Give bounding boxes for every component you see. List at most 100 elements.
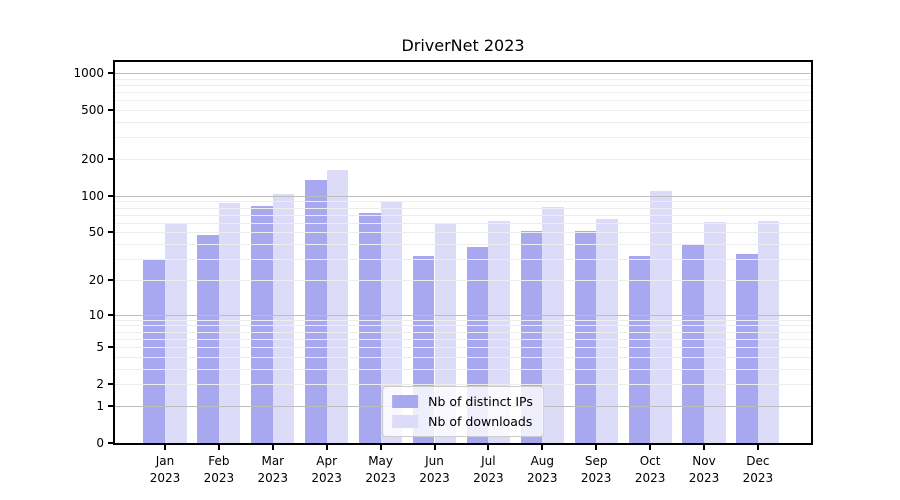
y-tick-label: 2 [96, 377, 104, 392]
x-tick [703, 445, 705, 450]
y-tick [108, 346, 113, 348]
legend-item-distinct-ips: Nb of distinct IPs [392, 394, 533, 409]
y-tick-label: 20 [88, 272, 104, 287]
major-gridline [115, 195, 811, 197]
minor-gridline [115, 109, 811, 111]
minor-gridline [115, 384, 811, 386]
y-tick-label: 50 [88, 225, 104, 240]
bar-distinct-ips-may [359, 213, 381, 443]
bar-distinct-ips-mar [251, 205, 273, 443]
bar-distinct-ips-apr [305, 179, 327, 443]
x-tick [756, 445, 759, 450]
minor-gridline [115, 356, 811, 358]
plot-area: Nb of distinct IPs Nb of downloads [113, 60, 813, 445]
x-tick-label: Aug 2023 [527, 454, 558, 485]
bar-distinct-ips-oct [628, 255, 651, 443]
x-tick-label: Nov 2023 [688, 454, 720, 485]
y-tick [108, 383, 113, 386]
y-tick [108, 157, 113, 160]
bar-downloads-oct [650, 190, 672, 443]
minor-gridline [115, 244, 811, 245]
x-tick-label: Dec 2023 [742, 454, 774, 485]
minor-gridline [115, 259, 811, 260]
minor-gridline [115, 338, 811, 340]
x-tick [487, 445, 490, 450]
x-tick-label: Jun 2023 [419, 454, 450, 485]
minor-gridline [115, 158, 811, 160]
legend-item-downloads: Nb of downloads [392, 414, 533, 429]
legend-label-downloads: Nb of downloads [428, 414, 533, 429]
bar-downloads-apr [326, 169, 349, 443]
x-tick [217, 445, 220, 450]
bar-downloads-aug [542, 206, 564, 443]
major-gridline [115, 314, 811, 316]
bar-distinct-ips-nov [682, 244, 704, 443]
x-tick-label: Feb 2023 [203, 454, 235, 485]
bar-downloads-may [380, 201, 403, 443]
y-tick [108, 313, 113, 316]
y-tick [108, 231, 113, 234]
x-tick-label: Apr 2023 [311, 454, 342, 485]
legend-swatch-downloads [392, 415, 419, 428]
minor-gridline [115, 347, 811, 348]
bar-downloads-sep [596, 218, 618, 443]
y-tick [108, 404, 113, 407]
x-tick [595, 445, 598, 450]
y-tick-label: 100 [81, 188, 104, 203]
x-tick-label: Sep 2023 [580, 454, 612, 485]
x-tick [433, 445, 436, 450]
minor-gridline [115, 214, 811, 216]
minor-gridline [115, 325, 811, 327]
minor-gridline [115, 222, 811, 224]
x-tick-label: May 2023 [365, 454, 396, 485]
x-tick [649, 445, 652, 450]
chart-title: DriverNet 2023 [401, 36, 525, 55]
minor-gridline [115, 78, 811, 80]
x-tick [541, 445, 544, 450]
minor-gridline [115, 100, 811, 102]
bar-downloads-mar [272, 194, 295, 443]
y-tick [108, 108, 113, 111]
x-tick-label: Oct 2023 [634, 454, 666, 485]
x-tick-label: Jul 2023 [473, 454, 504, 485]
x-tick [271, 445, 274, 450]
minor-gridline [115, 84, 811, 86]
bar-downloads-feb [218, 202, 241, 443]
minor-gridline [115, 201, 811, 203]
bar-distinct-ips-jan [143, 259, 165, 443]
y-tick-label: 500 [81, 102, 104, 117]
x-tick-label: Mar 2023 [257, 454, 289, 485]
minor-gridline [115, 207, 811, 209]
y-tick-label: 5 [96, 340, 104, 354]
minor-gridline [115, 319, 811, 321]
y-tick-label: 10 [88, 307, 104, 322]
legend-label-distinct-ips: Nb of distinct IPs [428, 394, 533, 409]
x-tick [379, 445, 382, 450]
y-tick-label: 1000 [73, 65, 104, 80]
y-tick [108, 442, 113, 444]
y-tick-label: 200 [81, 151, 104, 166]
legend: Nb of distinct IPs Nb of downloads [382, 386, 544, 437]
x-tick [325, 445, 328, 450]
legend-swatch-distinct-ips [392, 395, 419, 408]
bar-downloads-jan [165, 222, 187, 443]
minor-gridline [115, 331, 811, 333]
minor-gridline [115, 368, 811, 370]
bar-distinct-ips-sep [574, 231, 597, 443]
minor-gridline [115, 279, 811, 281]
y-tick [108, 278, 113, 281]
y-tick-label: 1 [96, 398, 104, 413]
y-tick-label: 0 [96, 436, 104, 450]
y-tick [108, 71, 113, 74]
y-tick [108, 194, 113, 197]
major-gridline [115, 72, 811, 74]
minor-gridline [115, 91, 811, 93]
bar-distinct-ips-dec [736, 254, 758, 443]
minor-gridline [115, 232, 811, 234]
x-tick-label: Jan 2023 [149, 454, 181, 485]
minor-gridline [115, 121, 811, 123]
minor-gridline [115, 137, 811, 139]
grid-layer [115, 62, 811, 443]
x-tick [164, 445, 166, 450]
